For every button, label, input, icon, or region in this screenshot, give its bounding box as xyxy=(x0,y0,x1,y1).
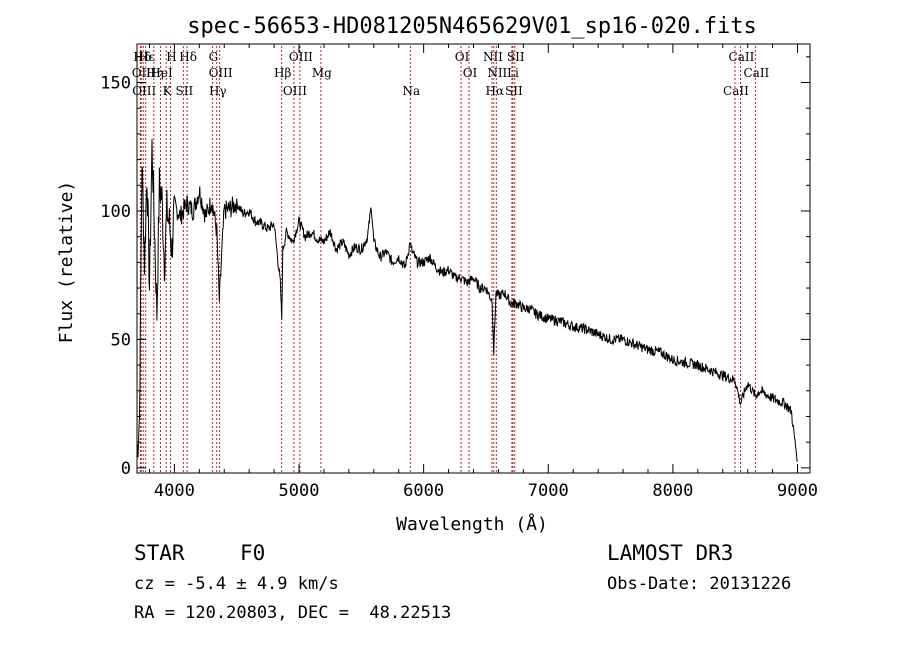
plot-frame xyxy=(136,43,811,474)
object-class: STAR xyxy=(134,541,185,565)
line-marker-label: SII xyxy=(505,84,523,98)
line-marker-label: Na xyxy=(402,84,420,98)
line-marker-label: Hδ xyxy=(133,50,151,64)
chart-title: spec-56653-HD081205N465629V01_sp16-020.f… xyxy=(187,14,757,39)
line-marker-label: Mg xyxy=(312,66,332,80)
line-marker-label: HeI xyxy=(150,66,173,80)
line-marker-label: K xyxy=(163,84,173,98)
line-marker-label: CaII xyxy=(723,84,749,98)
line-marker-label: Hε xyxy=(138,50,155,64)
spectrum-line xyxy=(136,138,798,462)
line-marker-label: OI xyxy=(455,50,470,64)
line-marker-label: NII xyxy=(483,50,503,64)
y-tick-label: 150 xyxy=(100,74,131,94)
line-marker-label: NII xyxy=(487,66,507,80)
y-tick-label: 50 xyxy=(111,330,131,350)
line-marker-label: Hη xyxy=(146,66,164,80)
line-marker-label: CaII xyxy=(729,50,755,64)
line-marker-label: OIII xyxy=(289,50,313,64)
subclass: F0 xyxy=(240,541,266,565)
line-marker-label: OI xyxy=(463,66,478,80)
x-tick-label: 6000 xyxy=(403,481,444,501)
x-tick-label: 7000 xyxy=(528,481,569,501)
redshift-velocity: cz = -5.4 ± 4.9 km/s xyxy=(134,574,339,594)
y-tick-label: 100 xyxy=(100,202,131,222)
x-axis-label: Wavelength (Å) xyxy=(396,513,548,535)
y-axis-label: Flux (relative) xyxy=(56,181,77,344)
line-marker-label: Hγ xyxy=(209,84,227,98)
x-tick-label: 8000 xyxy=(652,481,693,501)
x-tick-label: 5000 xyxy=(279,481,320,501)
line-marker-label: Hα xyxy=(486,84,505,98)
line-marker-label: SII xyxy=(176,84,194,98)
line-marker-label: H xyxy=(166,50,176,64)
obs-date: Obs-Date: 20131226 xyxy=(607,574,792,594)
survey-name: LAMOST DR3 xyxy=(607,541,734,565)
x-tick-label: 9000 xyxy=(777,481,818,501)
line-marker-label: Li xyxy=(507,66,519,80)
line-marker-label: Hβ xyxy=(274,66,291,80)
line-marker-label: CaII xyxy=(743,66,769,80)
line-marker-label: OIII xyxy=(209,66,233,80)
line-marker-label: OIII xyxy=(132,84,156,98)
line-marker-label: OII xyxy=(132,66,152,80)
coordinates: RA = 120.20803, DEC = 48.22513 xyxy=(134,603,452,623)
y-tick-label: 0 xyxy=(121,459,131,479)
line-marker-label: OIII xyxy=(283,84,307,98)
line-marker-label: G xyxy=(209,50,219,64)
line-marker-label: Hδ xyxy=(179,50,197,64)
line-marker-label: SII xyxy=(507,50,525,64)
x-tick-label: 4000 xyxy=(154,481,195,501)
